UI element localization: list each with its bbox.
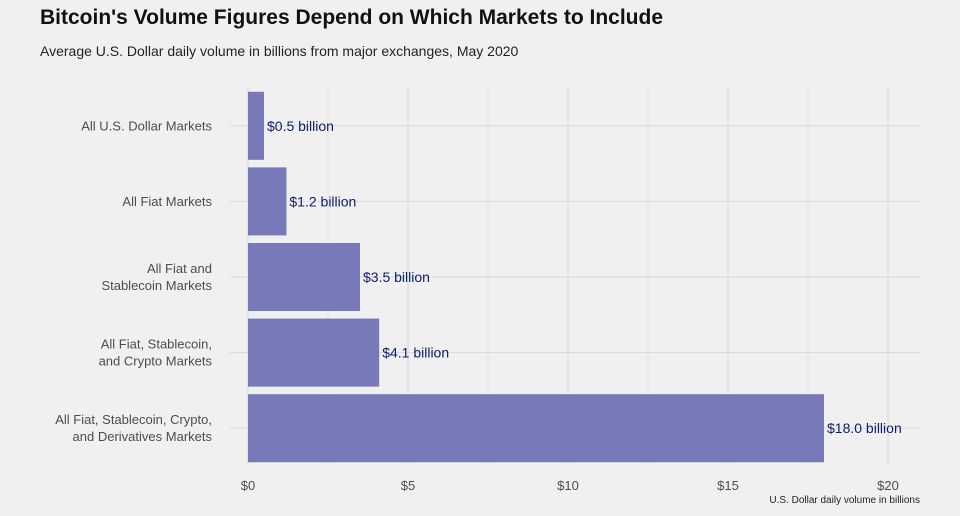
bar: [248, 91, 264, 160]
category-label: and Derivatives Markets: [73, 429, 213, 444]
bar: [248, 167, 287, 236]
data-label: $4.1 billion: [382, 345, 449, 361]
data-label: $1.2 billion: [289, 193, 356, 209]
category-label: Stablecoin Markets: [101, 278, 212, 293]
data-label: $18.0 billion: [827, 420, 902, 436]
x-tick-label: $0: [241, 478, 255, 493]
chart-subtitle: Average U.S. Dollar daily volume in bill…: [40, 43, 519, 59]
category-label: and Crypto Markets: [99, 354, 213, 369]
category-label: All U.S. Dollar Markets: [81, 118, 212, 133]
category-label: All Fiat and: [147, 261, 212, 276]
category-label: All Fiat, Stablecoin,: [101, 337, 212, 352]
x-tick-label: $20: [877, 478, 899, 493]
x-tick-label: $10: [557, 478, 579, 493]
x-axis-title: U.S. Dollar daily volume in billions: [769, 495, 920, 506]
chart-title: Bitcoin's Volume Figures Depend on Which…: [40, 6, 664, 29]
x-tick-label: $15: [717, 478, 739, 493]
bar: [248, 242, 360, 312]
data-label: $3.5 billion: [363, 269, 430, 285]
category-label: All Fiat, Stablecoin, Crypto,: [55, 412, 212, 427]
category-label: All Fiat Markets: [122, 194, 212, 209]
x-tick-label: $5: [401, 478, 415, 493]
bar: [248, 394, 824, 463]
data-label: $0.5 billion: [267, 118, 334, 134]
bar: [248, 318, 380, 387]
